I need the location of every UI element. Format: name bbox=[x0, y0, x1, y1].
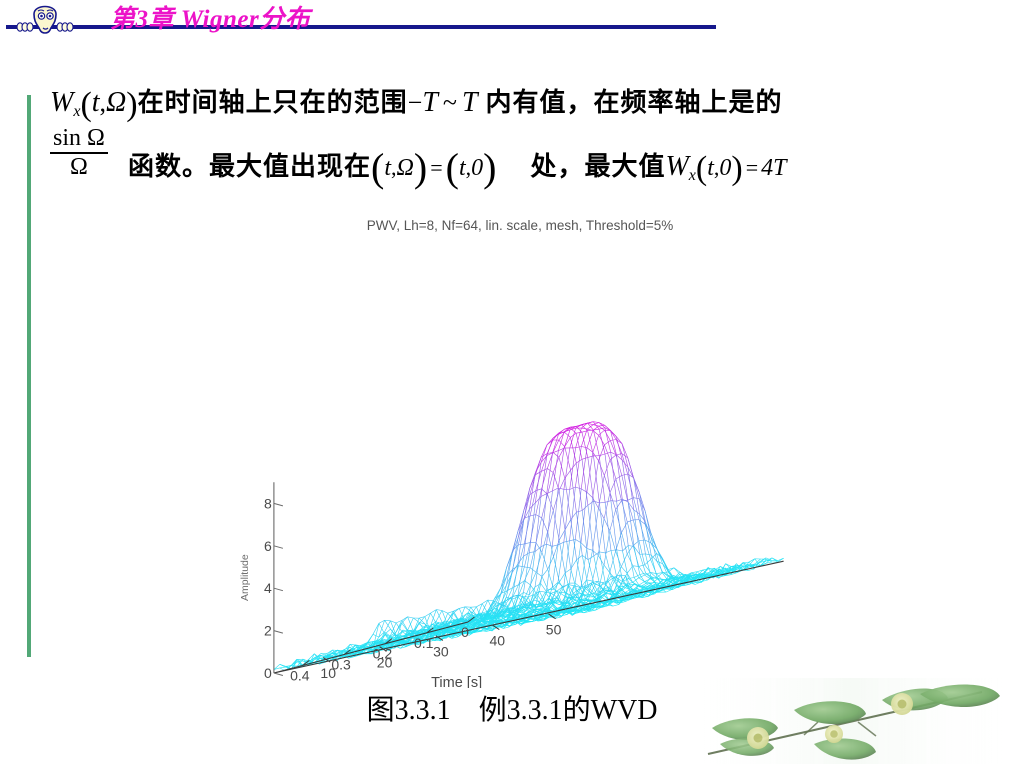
math-eq-left-close: ) bbox=[413, 145, 428, 190]
body-line-2-cjk-d: 处，最大值 bbox=[530, 152, 666, 182]
math-t: t bbox=[91, 87, 100, 118]
math-W2-equals: = bbox=[745, 155, 759, 180]
math-fraction-bar bbox=[50, 152, 108, 155]
math-T-right: T bbox=[461, 87, 478, 118]
chapter-title: 第3章 Wigner分布 bbox=[110, 6, 311, 33]
body-line-2: 函数。最大值出现在(t,Ω) =(t,0) 处，最大值Wx(t,0) = 4T bbox=[128, 144, 787, 191]
body-line-2-cjk-c: 函数。最大值出现在 bbox=[128, 152, 372, 182]
svg-text:0.1: 0.1 bbox=[414, 635, 434, 651]
leafy-plant-sprig-image bbox=[686, 678, 1016, 764]
math-T-left: T bbox=[422, 87, 438, 118]
left-accent-line bbox=[27, 95, 31, 657]
math-eq-t2: t bbox=[458, 155, 466, 181]
slide-header: 第3章 Wigner分布 bbox=[0, 0, 1024, 44]
math-W2-open: ( bbox=[695, 150, 708, 187]
math-W2: W bbox=[665, 151, 689, 182]
plot-title: PWV, Lh=8, Nf=64, lin. scale, mesh, Thre… bbox=[366, 218, 674, 233]
svg-text:50: 50 bbox=[546, 622, 562, 638]
math-W: W bbox=[50, 87, 74, 118]
math-eq-zero: 0 bbox=[471, 155, 484, 181]
math-close-paren: ) bbox=[126, 86, 138, 123]
math-minus: − bbox=[407, 88, 423, 117]
math-W2-close: ) bbox=[731, 150, 743, 187]
math-eq-t: t bbox=[384, 155, 392, 181]
body-line-1-cjk-b: 内有值，在频率轴上是的 bbox=[485, 88, 783, 118]
math-eq-right-open: ( bbox=[445, 145, 459, 190]
svg-text:0.4: 0.4 bbox=[290, 667, 310, 683]
cartoon-mask-icon bbox=[16, 5, 74, 34]
math-open-paren: ( bbox=[80, 86, 92, 123]
math-W2-value: 4 bbox=[761, 155, 774, 181]
svg-text:2: 2 bbox=[264, 623, 272, 639]
header-rule-divider bbox=[6, 25, 716, 29]
svg-text:0.2: 0.2 bbox=[373, 646, 393, 662]
math-W2-subscript: x bbox=[688, 167, 696, 184]
math-W2-comma: , bbox=[713, 155, 720, 180]
math-eq-left-open: ( bbox=[371, 145, 385, 190]
math-equals: = bbox=[430, 155, 443, 180]
svg-text:Time [s]: Time [s] bbox=[431, 675, 482, 688]
svg-text:30: 30 bbox=[433, 643, 449, 659]
math-W2-zero: 0 bbox=[719, 155, 732, 181]
math-eq-omega: Ω bbox=[396, 155, 414, 181]
svg-text:8: 8 bbox=[264, 495, 272, 511]
svg-text:Amplitude: Amplitude bbox=[239, 554, 251, 601]
figure-container: PWV, Lh=8, Nf=64, lin. scale, mesh, Thre… bbox=[150, 218, 890, 688]
svg-text:0: 0 bbox=[264, 665, 272, 681]
svg-text:4: 4 bbox=[264, 580, 272, 596]
body-line-1: Wx(t,Ω)在时间轴上只在的范围−T ~ T 内有值，在频率轴上是的 bbox=[50, 82, 783, 124]
body-line-1-cjk-a: 在时间轴上只在的范围 bbox=[137, 88, 408, 118]
math-tilde: ~ bbox=[442, 88, 457, 117]
plot-axes-layer bbox=[273, 482, 784, 676]
svg-text:0: 0 bbox=[461, 624, 469, 640]
mesh-wireframe-layer bbox=[273, 421, 784, 672]
math-W2-T: T bbox=[773, 155, 787, 181]
math-W-subscript: x bbox=[73, 103, 81, 120]
math-comma: , bbox=[99, 88, 107, 117]
math-eq-comma: , bbox=[391, 155, 397, 180]
math-omega: Ω bbox=[106, 87, 127, 118]
svg-text:10: 10 bbox=[320, 665, 336, 681]
math-fraction-numerator: sin Ω bbox=[53, 125, 105, 151]
svg-text:0.3: 0.3 bbox=[331, 657, 351, 673]
math-fraction-denominator: Ω bbox=[70, 154, 88, 181]
figure-caption: 图3.3.1 例3.3.1的WVD bbox=[366, 695, 658, 726]
math-eq-right-close: ) bbox=[483, 145, 497, 190]
svg-text:40: 40 bbox=[490, 633, 506, 649]
svg-text:20: 20 bbox=[377, 654, 393, 670]
math-eq-comma2: , bbox=[465, 155, 472, 180]
math-fraction-sin-omega: sin Ω Ω bbox=[50, 125, 108, 181]
math-W2-t: t bbox=[707, 155, 714, 181]
svg-text:6: 6 bbox=[264, 538, 272, 554]
